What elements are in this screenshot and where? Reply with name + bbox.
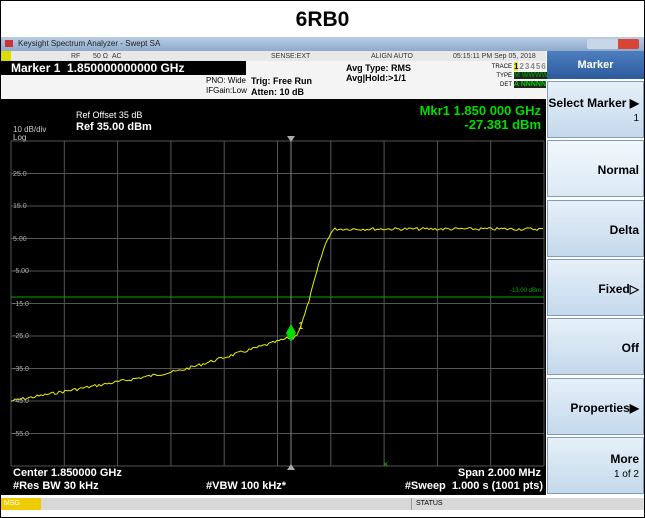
grid bbox=[10, 140, 545, 467]
trace-number: 1 bbox=[514, 62, 519, 71]
type-values: M WWWWW bbox=[514, 72, 555, 79]
settings-bar: Marker 1 1.850000000000 GHz PNO: Wide IF… bbox=[1, 61, 555, 99]
msg: MSG bbox=[1, 498, 41, 510]
trace-number: 6 bbox=[541, 62, 546, 71]
scale: 10 dB/div bbox=[13, 125, 47, 134]
window-titlebar: Keysight Spectrum Analyzer - Swept SA bbox=[1, 37, 644, 51]
softkey[interactable]: Off bbox=[547, 318, 644, 376]
status: STATUS bbox=[411, 498, 451, 510]
x-mark: × bbox=[383, 459, 388, 469]
avg-type: Avg Type: RMS bbox=[346, 63, 412, 73]
y-label: -5.00 bbox=[13, 268, 29, 275]
rbw: #Res BW 30 kHz bbox=[13, 480, 99, 492]
marker-diamond bbox=[286, 324, 296, 342]
y-label: 5.00 bbox=[13, 235, 27, 243]
avg-hold: Avg|Hold:>1/1 bbox=[346, 73, 406, 83]
app-icon bbox=[5, 40, 13, 47]
softkey[interactable]: More 1 of 2 bbox=[547, 436, 644, 494]
softkey-label: Off bbox=[621, 341, 639, 356]
softkey-label: Select Marker ▶ bbox=[548, 96, 639, 110]
y-label: -15.0 bbox=[13, 300, 29, 308]
y-label: -35.0 bbox=[13, 365, 29, 373]
trace bbox=[10, 226, 544, 402]
trace-numbers: 123456 bbox=[514, 62, 547, 71]
y-label: -45.0 bbox=[13, 398, 29, 405]
atten: Atten: 10 dB bbox=[251, 87, 305, 97]
trig: Trig: Free Run bbox=[251, 76, 313, 86]
vbw: #VBW 100 kHz* bbox=[206, 480, 287, 492]
center: Center 1.850000 GHz bbox=[13, 467, 122, 479]
softkey-value: 1 of 2 bbox=[613, 468, 639, 480]
marker-label: 1 bbox=[298, 321, 304, 332]
softkey[interactable]: Normal bbox=[547, 140, 644, 198]
softkey-title: Marker bbox=[547, 51, 644, 79]
trace-number: 4 bbox=[530, 62, 535, 71]
plot: 1 × bbox=[10, 136, 545, 470]
trace-label: TRACE bbox=[491, 64, 512, 70]
det-label: DET bbox=[500, 82, 512, 88]
display-line-label: -13.00 dBm bbox=[509, 288, 541, 294]
softkey-label: Normal bbox=[597, 163, 639, 178]
softkey-label: Fixed▷ bbox=[598, 281, 639, 296]
marker-readout: Marker 1 1.850000000000 GHz bbox=[1, 61, 246, 75]
trace-number: 2 bbox=[519, 62, 524, 71]
det-values: A NNNNN bbox=[514, 81, 547, 88]
scale-type: Log bbox=[13, 133, 27, 142]
indicator bbox=[1, 51, 11, 61]
sweep: #Sweep 1.000 s (1001 pts) bbox=[404, 480, 543, 492]
y-label: -25.0 bbox=[13, 333, 29, 340]
trace-number: 3 bbox=[524, 62, 530, 71]
ref-level: Ref 35.00 dBm bbox=[76, 121, 152, 133]
marker-level: -27.381 dBm bbox=[464, 117, 541, 132]
softkey-value: 1 bbox=[633, 113, 639, 124]
softkey[interactable]: Fixed▷ bbox=[547, 258, 644, 316]
page-title: 6RB0 bbox=[295, 8, 350, 31]
pno: PNO: Wide bbox=[206, 76, 247, 85]
sense: SENSE:EXT bbox=[271, 53, 311, 60]
status-row: RF 50 Ω AC SENSE:EXT ALIGN AUTO 05:15:11… bbox=[1, 51, 546, 61]
y-label: -55.0 bbox=[13, 430, 29, 438]
window-title: Keysight Spectrum Analyzer - Swept SA bbox=[18, 39, 161, 48]
softkey[interactable]: Properties▶ bbox=[547, 377, 644, 435]
softkey-label: Delta bbox=[609, 222, 639, 237]
align: ALIGN AUTO bbox=[371, 53, 413, 60]
window-controls[interactable] bbox=[587, 39, 639, 49]
softkey-label: Properties▶ bbox=[570, 400, 639, 415]
datetime: 05:15:11 PM Sep 05, 2018 bbox=[453, 53, 536, 60]
display: 1 × Ref Offset 35 dB 10 dB/div Ref 35.00… bbox=[1, 99, 546, 495]
ref-offset: Ref Offset 35 dB bbox=[76, 110, 143, 120]
type-label: TYPE bbox=[496, 73, 512, 79]
rf: RF bbox=[71, 53, 81, 60]
marker-freq: Mkr1 1.850 000 GHz bbox=[419, 103, 541, 118]
ifgain: IFGain:Low bbox=[206, 86, 247, 95]
trace-number: 5 bbox=[535, 62, 541, 71]
y-label: 15.0 bbox=[13, 203, 27, 210]
status-bar: MSG STATUS bbox=[1, 498, 644, 510]
y-label: 25.0 bbox=[13, 170, 27, 178]
span: Span 2.000 MHz bbox=[457, 467, 541, 479]
softkey-label: More bbox=[610, 451, 639, 466]
impedance: 50 Ω AC bbox=[93, 53, 122, 60]
softkey[interactable]: Select Marker ▶ 1 bbox=[547, 81, 644, 138]
softkey[interactable]: Delta bbox=[547, 199, 644, 257]
